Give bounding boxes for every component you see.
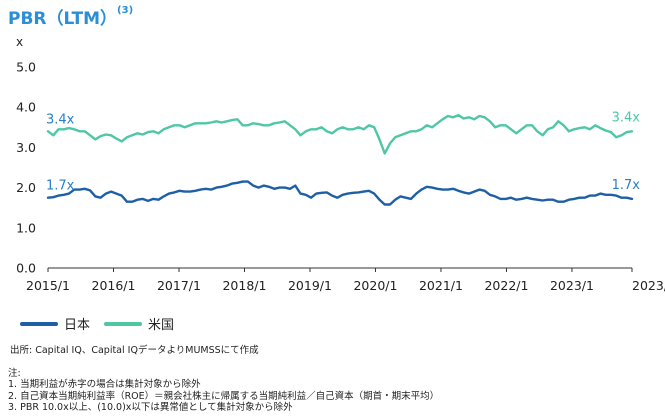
x-tick-label: 2018/1 [222,278,266,293]
x-tick-label: 2017/1 [157,278,201,293]
series-labels: 1.7x 1.7x 3.4x 3.4x [46,110,640,193]
title-footnote-marker: (3) [117,5,134,16]
series-start-label: 1.7x [46,179,75,194]
legend-label-us: 米国 [148,318,175,333]
series-line-us [46,113,634,155]
x-tick-label: 2023/12 [632,278,665,293]
x-axis: 2015/1 2016/1 2017/1 2018/1 2019/1 2020/1 2021… [26,267,665,293]
footnote-1: 1. 当期利益が赤字の場合は集計対象から除外 [8,379,201,391]
x-tick-label: 2019/1 [288,278,332,293]
series-line-japan [46,180,634,206]
y-tick-label: 4.0 [16,100,36,115]
series-end-label: 1.7x [612,178,641,193]
y-tick-label: 0.0 [16,261,36,276]
y-tick-label: 3.0 [16,140,36,155]
series-lines [46,113,634,206]
legend-swatch-japan [20,321,58,326]
series-end-label: 3.4x [612,110,641,125]
chart-title: PBR（LTM）(3) [8,5,134,29]
y-axis-unit-label: x [16,35,23,49]
x-tick-label: 2021/1 [419,278,463,293]
y-tick-label: 5.0 [16,60,36,75]
notes-heading: 注: [8,368,21,379]
footnote-2: 2. 自己資本当期純利益率（ROE）＝親会社株主に帰属する当期純利益／自己資本（… [8,390,440,402]
x-tick-label: 2020/1 [353,278,397,293]
legend-label-japan: 日本 [64,318,91,333]
footnote-3: 3. PBR 10.0x以上、(10.0)x以下は異常値として集計対象から除外 [8,402,293,414]
footnotes: 注: 1. 当期利益が赤字の場合は集計対象から除外 2. 自己資本当期純利益率（… [8,368,439,414]
source-note: 出所: Capital IQ、Capital IQデータよりMUMSSにて作成 [10,345,259,356]
series-start-label: 3.4x [46,112,75,127]
x-tick-label: 2016/1 [92,278,136,293]
y-axis-ticks: 0.0 1.0 2.0 3.0 4.0 5.0 [16,60,36,276]
x-tick-label: 2023/1 [550,278,594,293]
legend-swatch-us [104,321,142,326]
y-tick-label: 1.0 [16,220,36,235]
pbr-line-chart: x 0.01.02.03.04.05.0 2015/1 2016/1 2017/1 2… [16,35,665,293]
y-tick-label: 2.0 [16,180,36,195]
x-tick-label: 2022/1 [484,278,528,293]
x-tick-label: 2015/1 [26,278,70,293]
legend-item-us: 米国 [104,314,174,333]
legend-item-japan: 日本 [20,314,90,333]
